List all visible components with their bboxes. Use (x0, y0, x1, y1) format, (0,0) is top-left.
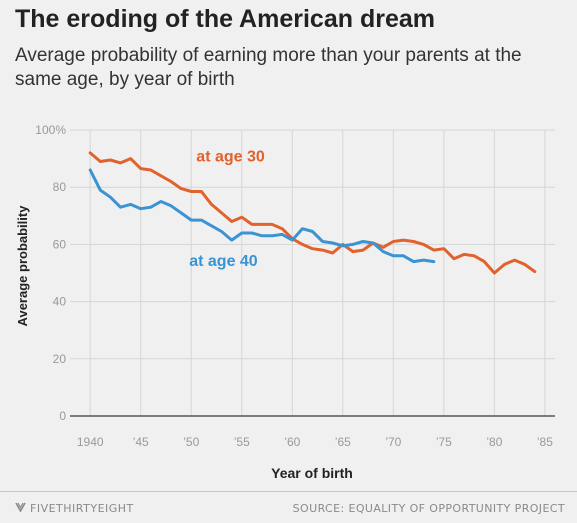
footer-brand-text: FIVETHIRTYEIGHT (30, 502, 134, 515)
footer-divider (0, 491, 577, 492)
x-tick-label: ’70 (385, 435, 401, 449)
x-tick-label: ’45 (133, 435, 149, 449)
x-tick-label: ’85 (537, 435, 553, 449)
footer-source: SOURCE: EQUALITY OF OPPORTUNITY PROJECT (292, 502, 565, 515)
chart-title: The eroding of the American dream (15, 5, 435, 33)
y-tick-label: 40 (53, 295, 67, 309)
series-annotations: at age 30 at age 40 (189, 148, 265, 269)
x-tick-label: ’55 (234, 435, 250, 449)
y-axis-ticks: 0 20 40 60 80 100% (35, 123, 66, 423)
x-tick-label: ’65 (335, 435, 351, 449)
y-tick-label: 80 (53, 180, 67, 194)
y-axis-label: Average probability (15, 205, 30, 327)
fivethirtyeight-logo-icon (15, 502, 26, 515)
annotation-age-30-label: at age 30 (196, 148, 265, 165)
chart-subtitle: Average probability of earning more than… (15, 45, 522, 90)
x-axis-ticks: 1940 ’45 ’50 ’55 ’60 ’65 ’70 ’75 ’80 ’85 (77, 435, 553, 449)
x-axis-label: Year of birth (271, 465, 353, 481)
x-tick-label: 1940 (77, 435, 104, 449)
series-line-age-30 (88, 151, 537, 275)
gridlines (70, 129, 555, 416)
footer-brand: FIVETHIRTYEIGHT (15, 502, 134, 515)
annotation-age-40-label: at age 40 (189, 253, 258, 270)
x-tick-label: ’60 (284, 435, 300, 449)
y-tick-label: 0 (59, 409, 66, 423)
series-line-age-40 (88, 168, 436, 264)
series-lines (88, 151, 537, 275)
x-tick-label: ’75 (436, 435, 452, 449)
y-tick-label: 20 (53, 352, 67, 366)
x-tick-label: ’80 (486, 435, 502, 449)
y-tick-label: 100% (35, 123, 66, 137)
x-tick-label: ’50 (183, 435, 199, 449)
y-tick-label: 60 (53, 237, 67, 251)
